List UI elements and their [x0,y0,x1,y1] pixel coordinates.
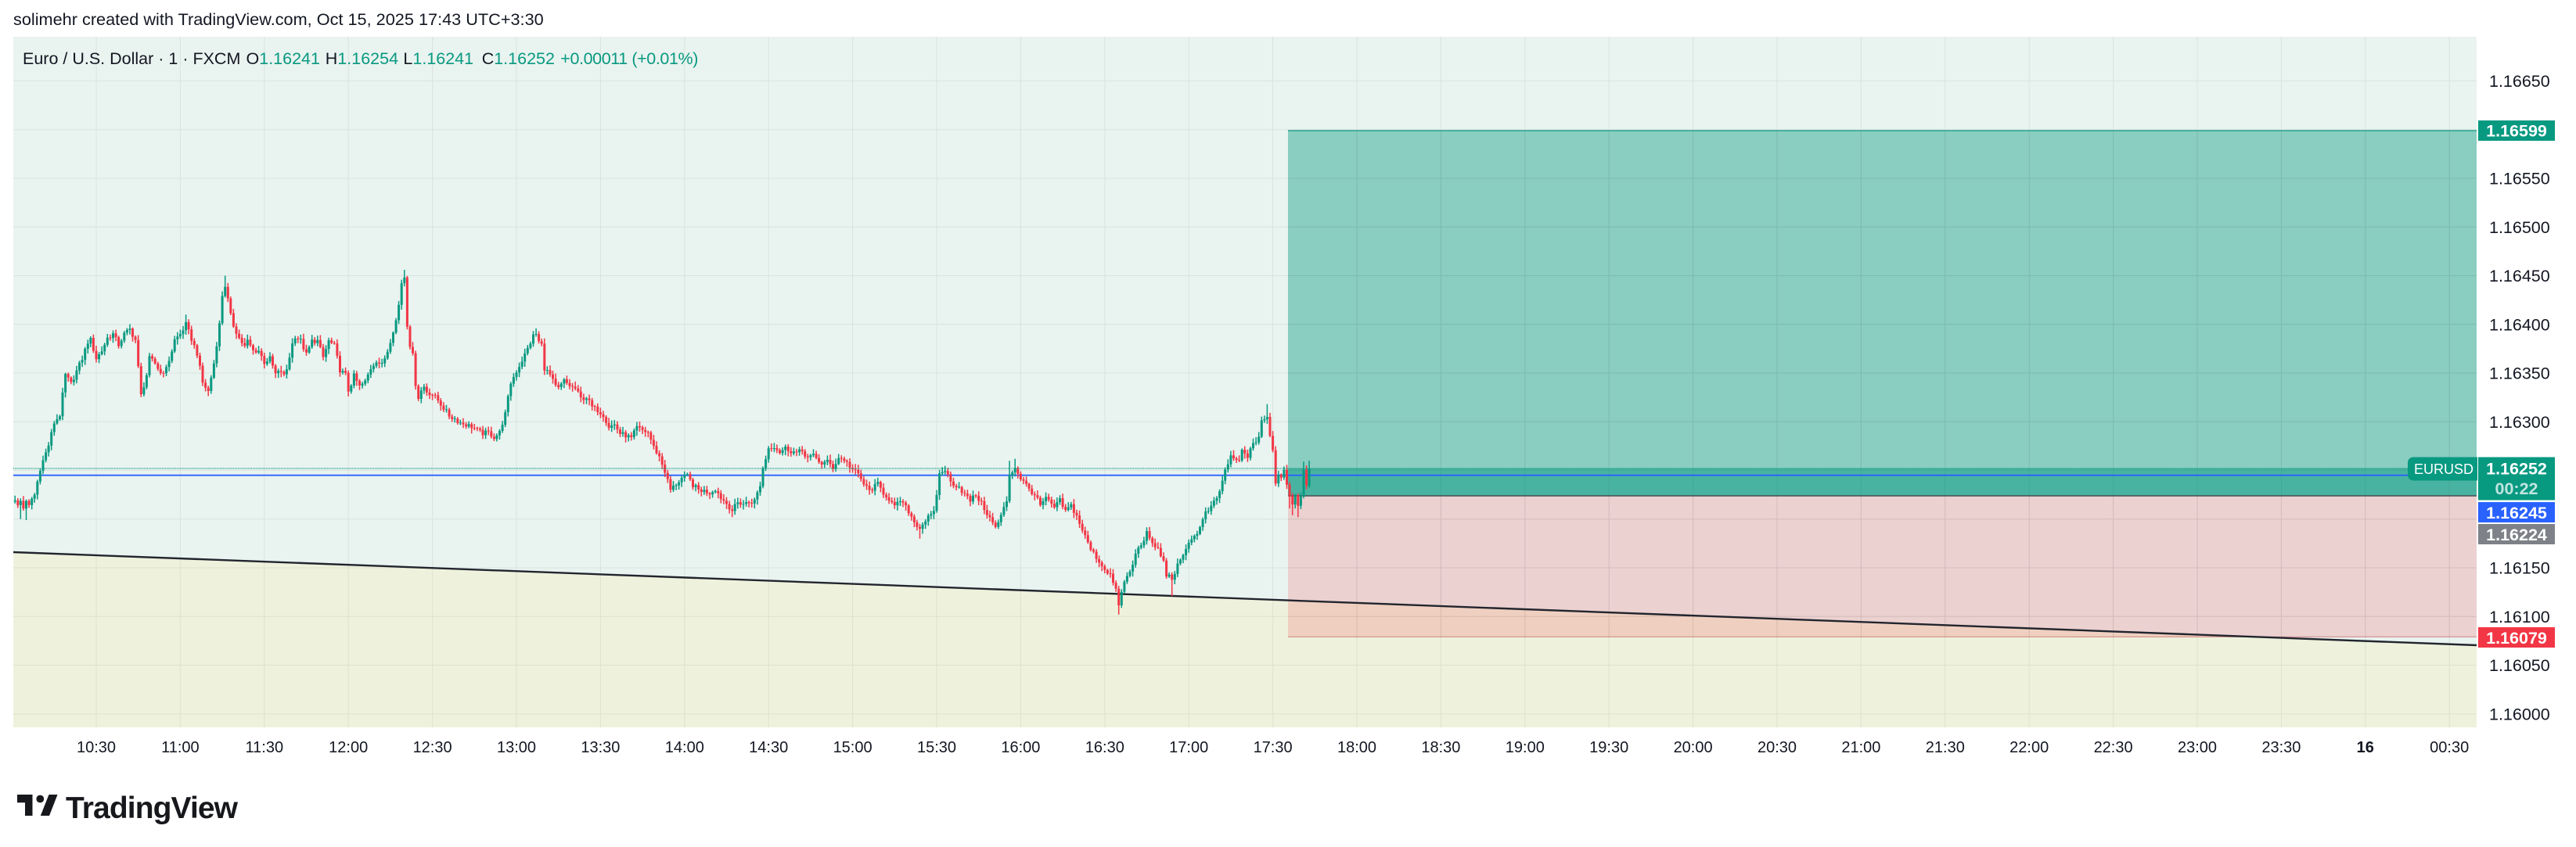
svg-text:1.16599: 1.16599 [2486,122,2547,141]
svg-text:17:00: 17:00 [1169,739,1208,756]
svg-text:11:30: 11:30 [246,739,284,756]
svg-text:20:30: 20:30 [1758,739,1797,756]
svg-text:1.16100: 1.16100 [2489,608,2550,626]
svg-text:1.16650: 1.16650 [2489,72,2550,91]
svg-text:1.16252: 1.16252 [2486,460,2547,479]
svg-text:15:30: 15:30 [917,739,956,756]
svg-text:1.16300: 1.16300 [2489,413,2550,432]
svg-text:1.16150: 1.16150 [2489,559,2550,578]
svg-text:19:30: 19:30 [1589,739,1628,756]
svg-text:12:00: 12:00 [329,739,368,756]
svg-text:18:30: 18:30 [1421,739,1460,756]
svg-text:16:00: 16:00 [1001,739,1040,756]
svg-text:16:30: 16:30 [1085,739,1124,756]
svg-text:13:30: 13:30 [581,739,620,756]
svg-text:1.16450: 1.16450 [2489,267,2550,285]
svg-text:13:00: 13:00 [497,739,536,756]
svg-text:20:00: 20:00 [1674,739,1713,756]
svg-text:1.16245: 1.16245 [2486,504,2547,522]
svg-text:1.16224: 1.16224 [2486,526,2547,544]
svg-text:TradingView: TradingView [66,791,239,825]
svg-text:EURUSD: EURUSD [2414,461,2473,477]
svg-text:23:00: 23:00 [2178,739,2217,756]
svg-text:1.16550: 1.16550 [2489,170,2550,188]
svg-text:21:00: 21:00 [1841,739,1880,756]
svg-text:21:30: 21:30 [1926,739,1965,756]
svg-text:1.16350: 1.16350 [2489,364,2550,383]
svg-text:18:00: 18:00 [1337,739,1376,756]
svg-text:22:00: 22:00 [2009,739,2049,756]
svg-text:15:00: 15:00 [833,739,872,756]
svg-text:14:30: 14:30 [749,739,788,756]
svg-text:19:00: 19:00 [1506,739,1545,756]
svg-text:solimehr created with TradingV: solimehr created with TradingView.com, O… [13,9,544,29]
svg-text:00:22: 00:22 [2495,479,2538,498]
svg-text:23:30: 23:30 [2261,739,2301,756]
svg-text:00:30: 00:30 [2430,739,2469,756]
svg-text:12:30: 12:30 [413,739,452,756]
svg-text:17:30: 17:30 [1254,739,1293,756]
svg-text:16: 16 [2357,739,2374,756]
svg-text:22:30: 22:30 [2094,739,2133,756]
svg-text:1.16500: 1.16500 [2489,218,2550,237]
svg-text:1.16050: 1.16050 [2489,656,2550,675]
svg-text:10:30: 10:30 [77,739,116,756]
svg-text:11:00: 11:00 [161,739,200,756]
svg-text:1.16000: 1.16000 [2489,705,2550,723]
svg-text:14:00: 14:00 [665,739,704,756]
svg-text:1.16079: 1.16079 [2486,629,2547,648]
svg-text:1.16400: 1.16400 [2489,315,2550,334]
